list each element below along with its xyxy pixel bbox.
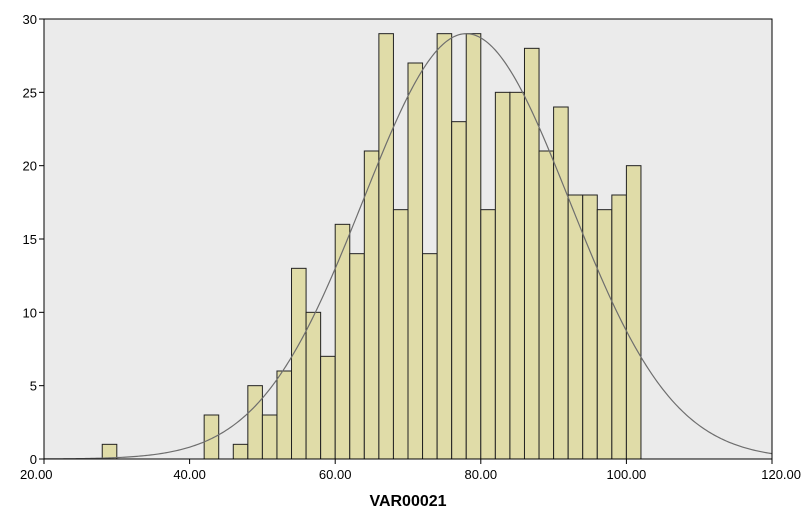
y-tick-label-20: 20 bbox=[23, 159, 37, 174]
y-tick-label-30: 30 bbox=[23, 12, 37, 27]
x-axis-title: VAR00021 bbox=[369, 493, 446, 508]
x-tick-label-120.00: 120.00 bbox=[761, 467, 801, 482]
histogram-bar-82 bbox=[494, 91, 511, 460]
histogram-bar-54 bbox=[291, 267, 307, 460]
histogram-bar-84 bbox=[509, 91, 525, 460]
histogram-bar-48 bbox=[247, 385, 263, 460]
bars-layer bbox=[101, 33, 642, 460]
histogram-bar-68 bbox=[392, 209, 409, 460]
histogram-bar-46 bbox=[232, 443, 249, 460]
x-tick-label-100.00: 100.00 bbox=[607, 467, 647, 482]
y-tick-label-10: 10 bbox=[23, 305, 37, 320]
histogram-bar-28 bbox=[101, 443, 118, 460]
histogram-bar-58 bbox=[320, 355, 336, 460]
histogram-bar-100 bbox=[625, 165, 642, 460]
histogram-bar-74 bbox=[436, 33, 453, 460]
histogram-bar-42 bbox=[203, 414, 220, 460]
y-tick-label-0: 0 bbox=[30, 452, 37, 467]
histogram-bar-96 bbox=[596, 209, 613, 460]
histogram-bar-80 bbox=[480, 209, 496, 460]
x-tick-label-20.00: 20.00 bbox=[20, 467, 53, 482]
histogram-bar-52 bbox=[276, 370, 293, 460]
x-tick-label-80.00: 80.00 bbox=[465, 467, 498, 482]
y-tick-label-25: 25 bbox=[23, 85, 37, 100]
y-tick-label-5: 5 bbox=[30, 379, 37, 394]
x-tick-label-60.00: 60.00 bbox=[319, 467, 352, 482]
histogram-bar-94 bbox=[582, 194, 598, 460]
x-tick-label-40.00: 40.00 bbox=[173, 467, 206, 482]
histogram-bar-50 bbox=[261, 414, 278, 460]
y-axis: 0 5 10 15 20 25 30 bbox=[23, 12, 44, 467]
histogram-bar-92 bbox=[567, 194, 584, 460]
histogram-bar-64 bbox=[363, 150, 380, 460]
histogram-bar-88 bbox=[538, 150, 555, 460]
y-tick-label-15: 15 bbox=[23, 232, 37, 247]
histogram-bar-56 bbox=[305, 311, 322, 460]
x-axis: 20.00 40.00 60.00 80.00 100.00 120.00 bbox=[20, 459, 801, 482]
histogram-bar-72 bbox=[422, 253, 438, 460]
histogram-bar-60 bbox=[334, 223, 351, 460]
histogram-bar-62 bbox=[349, 253, 365, 460]
normal-curve bbox=[43, 33, 773, 460]
histogram-bar-76 bbox=[451, 121, 467, 460]
histogram-bar-90 bbox=[553, 106, 569, 460]
histogram-bar-78 bbox=[465, 33, 482, 460]
histogram-bar-70 bbox=[407, 62, 424, 460]
histogram-bar-66 bbox=[378, 33, 394, 460]
